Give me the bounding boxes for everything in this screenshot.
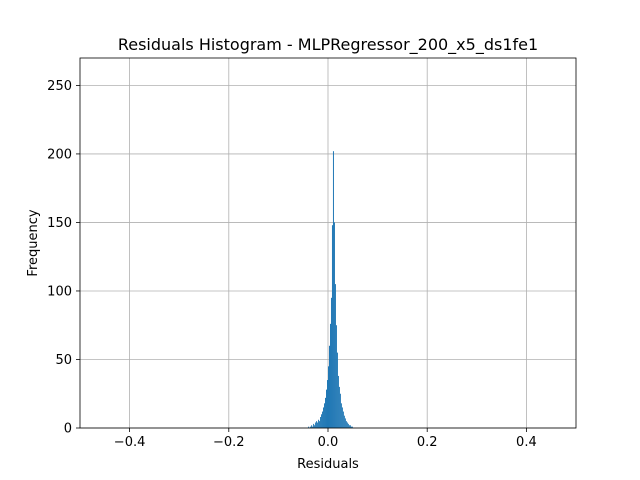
histogram-bar [339,393,341,428]
histogram-bar [331,225,333,428]
x-axis-label: Residuals [297,457,359,472]
histogram-bar [308,426,310,428]
histogram-bar [326,389,328,428]
histogram-bar [323,407,325,428]
histogram-bar [336,352,338,428]
histogram-bar [346,422,348,428]
y-axis-ticks: 0 50 100 150 200 250 [47,79,80,437]
x-tick-label: −0.4 [114,435,146,450]
histogram-bar [314,425,316,428]
histogram-bar [337,375,339,428]
histogram-bar [328,366,329,428]
histogram-bar [347,423,349,428]
y-tick-label: 100 [47,284,72,299]
histogram-bar [329,323,331,428]
histogram-bars [308,151,353,428]
histogram-bar [313,423,315,428]
histogram-bar [350,426,352,428]
histogram-bar [310,426,312,428]
x-tick-label: 0.0 [318,435,339,450]
histogram-bar [318,419,320,428]
histogram-bar [325,397,327,428]
histogram-bar [330,297,332,428]
x-tick-label: 0.4 [516,435,537,450]
y-tick-label: 0 [64,422,72,437]
histogram-bar [344,418,346,428]
histogram-bar [312,426,314,428]
histogram-bar [340,403,342,428]
histogram-bar [317,422,319,428]
histogram-bar [319,421,321,428]
histogram-bar [345,421,347,428]
histogram-bar [343,415,345,428]
histogram-bar [342,411,344,428]
histogram-bar [335,325,337,428]
histogram-bar [320,417,322,428]
histogram-bar [328,345,330,428]
histogram-bar [332,151,334,428]
histogram-bar [338,386,340,428]
y-tick-label: 250 [47,79,72,94]
histogram-bar [341,407,343,428]
histogram-bar [349,425,351,428]
histogram-bar [315,422,317,428]
x-tick-label: 0.2 [417,435,438,450]
histogram-bar [334,284,336,428]
y-tick-label: 50 [55,353,72,368]
histogram-bar [316,421,318,428]
chart-title: Residuals Histogram - MLPRegressor_200_x… [118,35,538,55]
x-axis-ticks: −0.4 −0.2 0.0 0.2 0.4 [114,428,537,450]
histogram-bar [333,222,335,428]
histogram-bar [348,425,350,428]
histogram-bar [322,411,324,428]
y-tick-label: 150 [47,216,72,231]
histogram-bar [324,403,326,428]
histogram-bar [311,425,313,428]
y-tick-label: 200 [47,147,72,162]
x-tick-label: −0.2 [213,435,245,450]
histogram-bar [321,414,323,428]
histogram-bar [327,380,328,428]
y-axis-label: Frequency [26,209,41,276]
histogram-bar [351,426,353,428]
